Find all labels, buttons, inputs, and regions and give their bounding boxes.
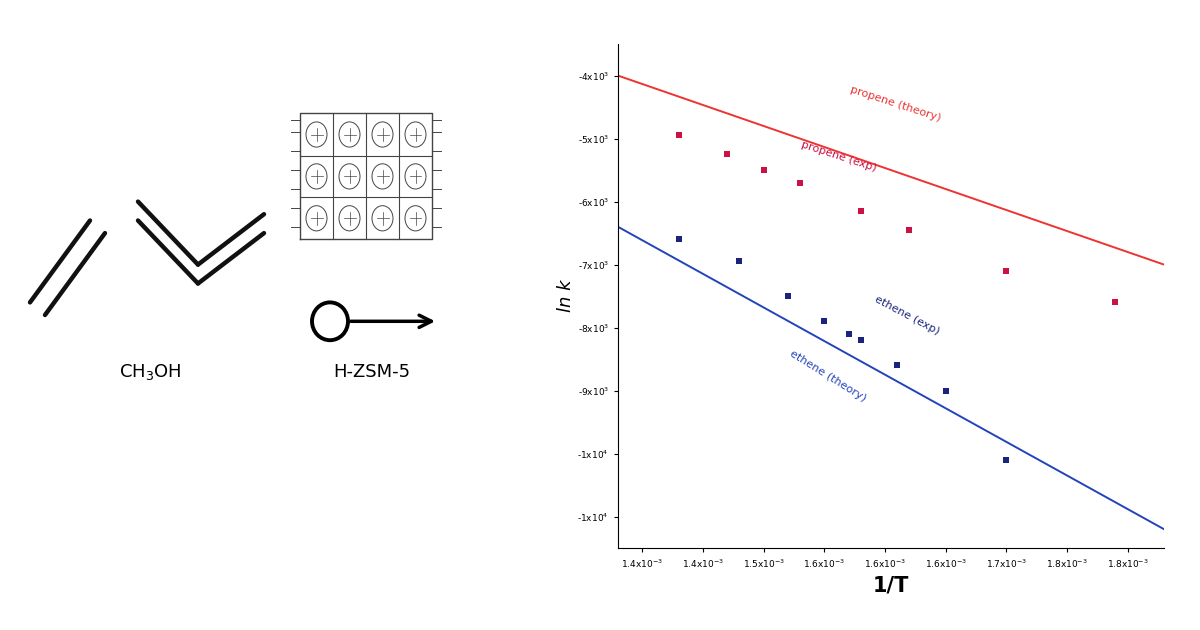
Text: ethene (theory): ethene (theory) [788, 348, 868, 403]
X-axis label: 1/T: 1/T [872, 575, 910, 595]
Text: H-ZSM-5: H-ZSM-5 [334, 363, 410, 381]
Text: propene (exp): propene (exp) [800, 139, 877, 173]
Text: CH$_3$OH: CH$_3$OH [119, 362, 181, 382]
Text: propene (theory): propene (theory) [848, 84, 942, 123]
Text: ethene (exp): ethene (exp) [872, 295, 941, 337]
Y-axis label: ln k: ln k [557, 280, 575, 312]
